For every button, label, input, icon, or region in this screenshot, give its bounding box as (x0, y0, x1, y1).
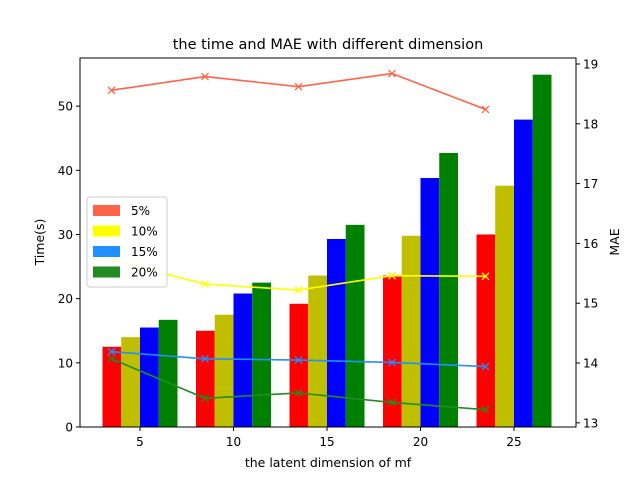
y-tick-label: 10 (58, 356, 73, 370)
bar-20pct-5 (158, 319, 178, 427)
chart-title: the time and MAE with different dimensio… (173, 37, 484, 53)
mae-marker-10pct-10 (201, 280, 209, 289)
mae-marker-20pct-15 (294, 388, 303, 397)
mae-marker-10pct-15 (294, 286, 303, 295)
bar-10pct-10 (214, 314, 234, 427)
y2-tick-label: 18 (583, 117, 598, 131)
x-tick-label: 20 (413, 435, 428, 449)
mae-marker-15pct-25 (481, 362, 490, 371)
mae-marker-15pct-5 (107, 347, 116, 356)
legend-box (86, 196, 168, 288)
mae-marker-20pct-25 (481, 405, 490, 414)
bar-5pct-15 (289, 303, 309, 427)
bar-10pct-15 (308, 275, 327, 427)
bar-10pct-20 (401, 235, 421, 427)
legend-swatch-5pct (93, 205, 120, 216)
bar-15pct-10 (233, 293, 253, 427)
bar-10pct-5 (121, 337, 140, 427)
mae-marker-5pct-20 (388, 69, 396, 78)
mae-marker-10pct-20 (388, 271, 396, 280)
bar-20pct-25 (532, 74, 552, 428)
mae-marker-5pct-25 (481, 105, 490, 114)
bar-20pct-10 (252, 282, 271, 427)
mae-marker-15pct-10 (201, 354, 209, 363)
y2-tick-label: 16 (583, 237, 598, 251)
legend-label-15pct: 15% (131, 245, 158, 259)
y-tick-label: 40 (58, 164, 73, 178)
legend-swatch-10pct (93, 225, 120, 237)
bar-20pct-20 (439, 152, 458, 427)
legend-swatch-15pct (93, 246, 120, 257)
legend-swatch-20pct (93, 266, 120, 278)
y2-tick-label: 17 (583, 177, 598, 191)
y2-axis-label: MAE (607, 228, 622, 255)
lines-group (107, 69, 490, 414)
bar-15pct-25 (514, 119, 533, 427)
y2-tick-label: 15 (583, 297, 598, 311)
mae-marker-20pct-10 (201, 394, 209, 403)
bar-15pct-20 (420, 178, 440, 427)
plot-frame (79, 57, 577, 428)
x-tick-label: 10 (226, 435, 241, 449)
legend-label-5pct: 5% (131, 204, 150, 218)
x-tick-label: 25 (506, 435, 521, 449)
legend-label-10pct: 10% (131, 225, 158, 239)
x-axis: 5 10 15 20 25 (136, 427, 522, 449)
mae-marker-5pct-15 (294, 82, 303, 91)
bar-10pct-25 (495, 185, 514, 427)
bar-15pct-5 (140, 327, 159, 427)
legend: 5% 10% 15% 20% (86, 196, 168, 288)
x-tick-label: 5 (136, 435, 144, 449)
y-axis-label: Time(s) (32, 219, 47, 267)
y-tick-label: 30 (58, 228, 73, 242)
legend-label-20pct: 20% (131, 266, 158, 280)
bar-20pct-15 (345, 224, 365, 427)
y-tick-label: 50 (58, 100, 73, 114)
x-tick-label: 15 (319, 435, 334, 449)
bar-15pct-15 (327, 238, 346, 427)
mae-marker-20pct-20 (388, 398, 396, 407)
mae-marker-10pct-25 (481, 272, 490, 281)
mae-marker-15pct-15 (294, 356, 303, 364)
y-axis-right: 13 14 15 16 17 18 19 (576, 57, 598, 430)
mae-marker-5pct-10 (201, 72, 209, 81)
mae-marker-20pct-5 (107, 354, 116, 363)
mae-marker-15pct-20 (388, 358, 396, 367)
x-axis-label: the latent dimension of mf (245, 455, 412, 470)
bar-5pct-25 (476, 234, 496, 427)
y-tick-label: 20 (58, 292, 73, 306)
y-tick-label: 0 (65, 421, 73, 435)
bar-5pct-5 (102, 346, 122, 427)
bar-5pct-20 (383, 275, 402, 427)
y2-tick-label: 19 (583, 57, 598, 71)
bar-5pct-10 (196, 330, 215, 427)
mae-marker-5pct-5 (107, 86, 116, 95)
y2-tick-label: 14 (583, 357, 598, 371)
y2-tick-label: 13 (583, 416, 598, 430)
bars-group (102, 74, 552, 428)
y-axis-left: 0 10 20 30 40 50 (58, 100, 80, 435)
